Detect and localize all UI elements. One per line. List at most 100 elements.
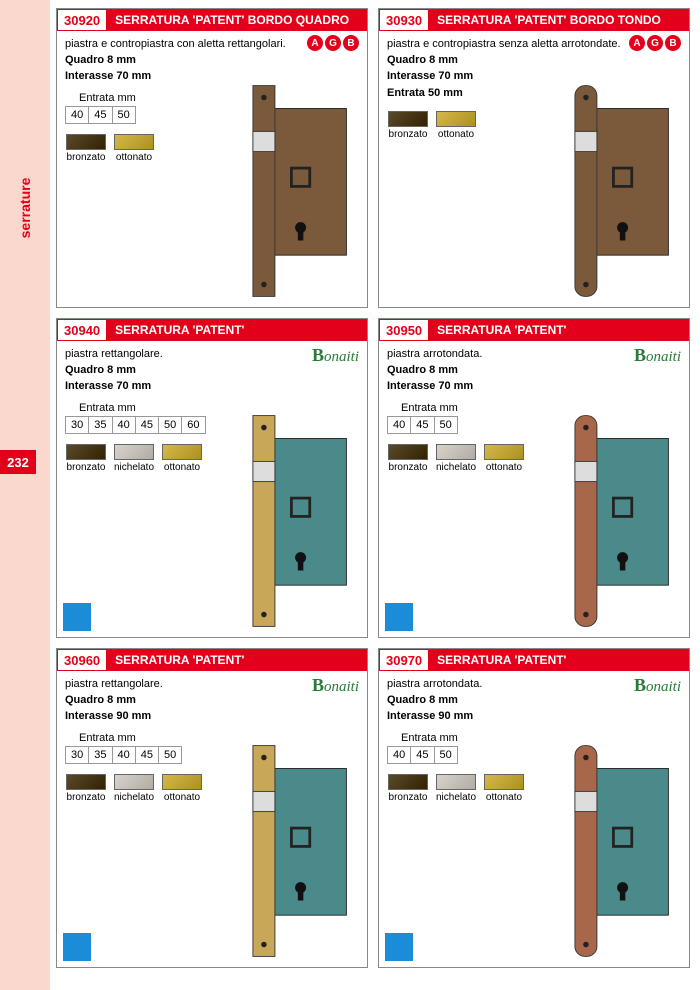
blue-badge-icon: [385, 603, 413, 631]
finish-label: nichelato: [114, 462, 154, 473]
product-code: 30940: [57, 319, 107, 341]
finish-label: bronzato: [67, 152, 106, 163]
card-header: 30940 SERRATURA 'PATENT': [57, 319, 367, 341]
card-body: Bonaiti piastra rettangolare. Quadro 8 m…: [57, 671, 367, 967]
agb-letter: A: [307, 35, 323, 51]
finish-option: ottonato: [161, 444, 203, 473]
finish-swatch: [114, 134, 154, 150]
entrata-cell: 45: [136, 747, 159, 763]
finish-option: nichelato: [435, 444, 477, 473]
card-header: 30970 SERRATURA 'PATENT': [379, 649, 689, 671]
product-image: [231, 741, 361, 961]
entrata-cell: 45: [411, 747, 434, 763]
entrata-cell: 35: [89, 417, 112, 433]
finish-label: ottonato: [486, 462, 522, 473]
card-body: Bonaiti piastra rettangolare. Quadro 8 m…: [57, 341, 367, 637]
card-header: 30930 SERRATURA 'PATENT' BORDO TONDO: [379, 9, 689, 31]
entrata-cell: 50: [159, 747, 181, 763]
finish-swatch: [162, 444, 202, 460]
finish-swatch: [66, 444, 106, 460]
card-body: AGB piastra e contropiastra con aletta r…: [57, 31, 367, 307]
entrata-cell: 40: [388, 417, 411, 433]
product-image: [553, 741, 683, 961]
finish-swatch: [436, 774, 476, 790]
entrata-table: 3035404550: [65, 746, 182, 764]
product-card: 30970 SERRATURA 'PATENT' Bonaiti piastra…: [378, 648, 690, 968]
entrata-cell: 50: [159, 417, 182, 433]
finish-label: ottonato: [486, 792, 522, 803]
product-title: SERRATURA 'PATENT': [107, 649, 367, 671]
product-image: [553, 81, 683, 301]
finish-swatch: [388, 774, 428, 790]
finish-swatch: [388, 111, 428, 127]
brand-bonaiti-logo: Bonaiti: [312, 345, 359, 366]
section-label: serrature: [17, 178, 33, 239]
finish-option: nichelato: [113, 444, 155, 473]
product-title: SERRATURA 'PATENT': [107, 319, 367, 341]
entrata-cell: 40: [388, 747, 411, 763]
product-grid: 30920 SERRATURA 'PATENT' BORDO QUADRO AG…: [50, 0, 700, 990]
entrata-cell: 30: [66, 747, 89, 763]
product-code: 30970: [379, 649, 429, 671]
finish-swatch: [162, 774, 202, 790]
finish-swatch: [484, 444, 524, 460]
product-card: 30930 SERRATURA 'PATENT' BORDO TONDO AGB…: [378, 8, 690, 308]
finish-swatch: [484, 774, 524, 790]
finish-label: ottonato: [164, 462, 200, 473]
product-specs: Quadro 8 mmInterasse 70 mm: [387, 53, 681, 84]
finish-label: nichelato: [114, 792, 154, 803]
product-card: 30920 SERRATURA 'PATENT' BORDO QUADRO AG…: [56, 8, 368, 308]
product-specs: Quadro 8 mmInterasse 70 mm: [387, 363, 681, 394]
catalog-page: serrature 232 30920 SERRATURA 'PATENT' B…: [0, 0, 700, 990]
product-specs: Quadro 8 mmInterasse 70 mm: [65, 53, 359, 84]
product-code: 30920: [57, 9, 107, 31]
agb-letter: A: [629, 35, 645, 51]
product-specs: Quadro 8 mmInterasse 90 mm: [387, 693, 681, 724]
entrata-cell: 60: [182, 417, 204, 433]
finish-option: ottonato: [483, 444, 525, 473]
finish-option: bronzato: [65, 444, 107, 473]
finish-option: bronzato: [387, 111, 429, 140]
brand-agb-logo: AGB: [307, 35, 359, 51]
finish-label: ottonato: [438, 129, 474, 140]
sidebar: serrature 232: [0, 0, 50, 990]
entrata-cell: 45: [89, 107, 112, 123]
agb-letter: B: [343, 35, 359, 51]
brand-bonaiti-logo: Bonaiti: [634, 345, 681, 366]
card-body: AGB piastra e contropiastra senza aletta…: [379, 31, 689, 307]
entrata-cell: 30: [66, 417, 89, 433]
entrata-table: 404550: [387, 416, 458, 434]
finish-option: ottonato: [161, 774, 203, 803]
entrata-table: 404550: [387, 746, 458, 764]
card-body: Bonaiti piastra arrotondata. Quadro 8 mm…: [379, 671, 689, 967]
finish-label: bronzato: [67, 792, 106, 803]
agb-letter: G: [647, 35, 663, 51]
finish-option: nichelato: [435, 774, 477, 803]
finish-swatch: [436, 444, 476, 460]
finish-option: ottonato: [435, 111, 477, 140]
product-card: 30960 SERRATURA 'PATENT' Bonaiti piastra…: [56, 648, 368, 968]
product-image: [553, 411, 683, 631]
entrata-cell: 35: [89, 747, 112, 763]
card-header: 30960 SERRATURA 'PATENT': [57, 649, 367, 671]
brand-agb-logo: AGB: [629, 35, 681, 51]
finish-swatch: [388, 444, 428, 460]
finish-swatch: [436, 111, 476, 127]
entrata-cell: 40: [113, 417, 136, 433]
finish-label: bronzato: [389, 462, 428, 473]
finish-swatch: [114, 774, 154, 790]
agb-letter: G: [325, 35, 341, 51]
product-specs: Quadro 8 mmInterasse 90 mm: [65, 693, 359, 724]
page-number: 232: [0, 450, 36, 474]
brand-bonaiti-logo: Bonaiti: [312, 675, 359, 696]
blue-badge-icon: [63, 933, 91, 961]
product-title: SERRATURA 'PATENT': [429, 649, 689, 671]
finish-label: ottonato: [116, 152, 152, 163]
finish-option: bronzato: [387, 774, 429, 803]
product-code: 30930: [379, 9, 429, 31]
agb-letter: B: [665, 35, 681, 51]
finish-label: ottonato: [164, 792, 200, 803]
finish-option: nichelato: [113, 774, 155, 803]
finish-swatch: [114, 444, 154, 460]
product-title: SERRATURA 'PATENT' BORDO QUADRO: [107, 9, 367, 31]
